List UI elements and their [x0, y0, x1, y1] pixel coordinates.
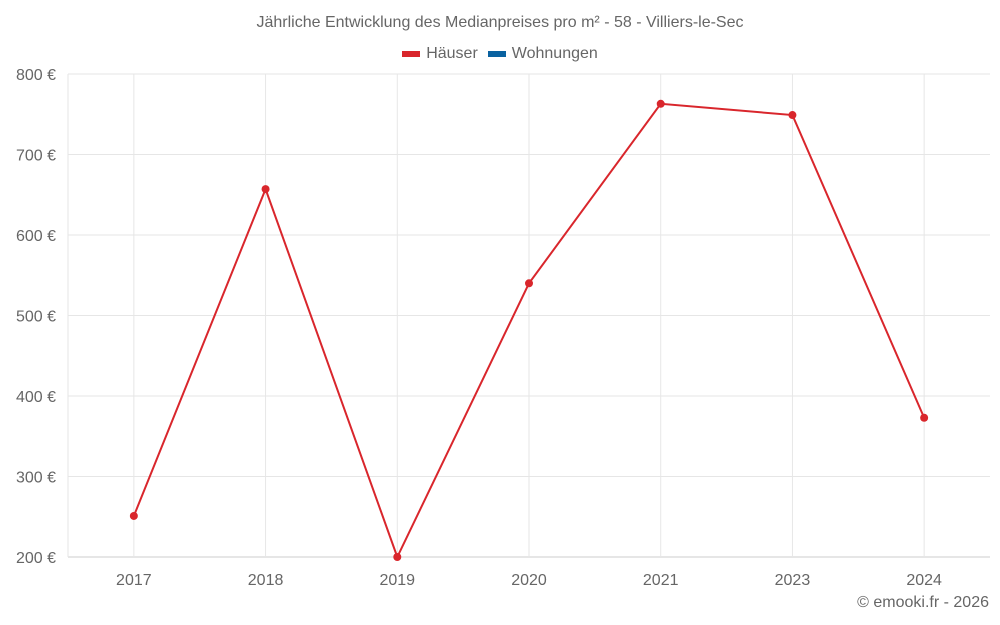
y-tick-label: 800 €: [16, 67, 56, 84]
y-tick-label: 700 €: [16, 148, 56, 165]
chart-legend: Häuser Wohnungen: [0, 45, 1000, 63]
data-point[interactable]: [393, 553, 402, 561]
y-tick-label: 200 €: [16, 550, 56, 567]
x-tick-label: 2023: [775, 572, 811, 589]
x-tick-label: 2019: [379, 572, 415, 589]
data-point[interactable]: [920, 413, 929, 422]
legend-item-wohnungen[interactable]: Wohnungen: [487, 45, 598, 63]
x-tick-label: 2021: [643, 572, 679, 589]
x-tick-label: 2020: [511, 572, 547, 589]
x-tick-label: 2018: [248, 572, 284, 589]
x-tick-label: 2017: [116, 572, 152, 589]
y-tick-label: 300 €: [16, 470, 56, 487]
chart-title: Jährliche Entwicklung des Medianpreises …: [256, 14, 744, 31]
y-tick-label: 400 €: [16, 389, 56, 406]
legend-swatch-wohnungen: [487, 51, 506, 57]
data-point[interactable]: [788, 111, 797, 120]
data-point[interactable]: [129, 511, 138, 520]
legend-label-wohnungen: Wohnungen: [511, 45, 598, 62]
legend-swatch-haeuser: [402, 51, 421, 57]
data-point[interactable]: [261, 185, 270, 194]
y-tick-label: 500 €: [16, 309, 56, 326]
data-point[interactable]: [525, 279, 533, 288]
x-tick-label: 2024: [906, 572, 942, 589]
legend-label-haeuser: Häuser: [426, 45, 478, 62]
credit-text: © emooki.fr - 2026: [857, 594, 989, 611]
y-tick-label: 600 €: [16, 228, 56, 245]
data-point[interactable]: [656, 99, 665, 108]
legend-item-haeuser[interactable]: Häuser: [402, 45, 478, 63]
